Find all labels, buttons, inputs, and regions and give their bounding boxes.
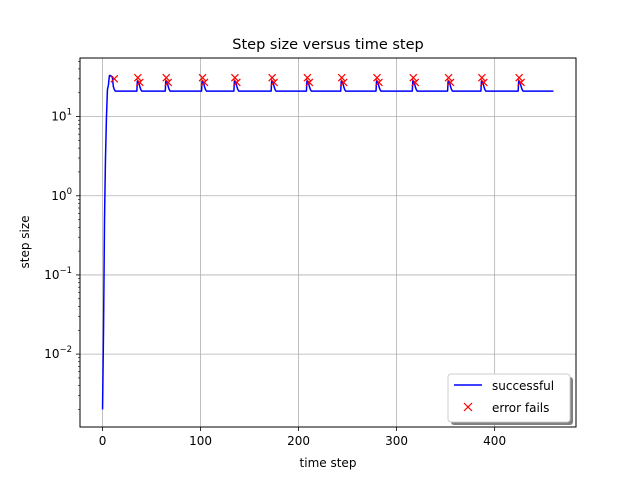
x-tick-label: 0 [99,434,107,448]
legend: successful error fails [447,373,573,425]
error-fail-marker [303,73,312,82]
y-tick-label: 10−1 [44,266,72,282]
error-fail-marker [477,73,486,82]
legend-box [447,373,571,423]
error-fail-marker [162,73,171,82]
y-axis: 10−2 10−1 100 101 [44,60,80,410]
error-fail-marker [268,73,277,82]
x-tick-label: 200 [287,434,310,448]
error-fail-marker [411,78,420,87]
x-tick-label: 300 [385,434,408,448]
error-fail-marker [135,78,144,87]
grid-lines [80,58,576,427]
plot-area [80,58,576,427]
plot-frame [79,57,577,428]
series-layer [101,73,554,410]
error-fail-marker [444,73,453,82]
error-fail-marker [200,78,209,87]
y-tick-label: 101 [51,108,72,124]
chart-title: Step size versus time step [232,37,423,53]
x-axis: 0 100 200 300 400 [99,427,506,448]
error-fail-marker [305,78,314,87]
error-fail-marker [517,78,526,87]
error-fail-marker [337,73,346,82]
error-fail-marker [198,73,207,82]
error-fail-marker [515,73,524,82]
y-tick-label: 100 [51,187,72,203]
series-successful-line [101,74,554,410]
error-fail-marker [409,73,418,82]
error-fail-marker [339,78,348,87]
legend-marker-error-fails [463,402,473,412]
error-fail-marker [446,78,455,87]
legend-label-error-fails: error fails [492,401,549,415]
x-tick-label: 400 [483,434,506,448]
error-fail-marker [230,73,239,82]
y-axis-label: step size [18,215,32,268]
error-fail-marker [270,78,279,87]
legend-label-successful: successful [492,379,554,393]
error-fail-marker [164,78,173,87]
error-fail-marker [375,78,383,87]
error-fail-marker [232,78,241,87]
y-tick-label: 10−2 [44,345,72,361]
error-fail-marker [373,73,381,82]
error-fail-marker [479,78,488,87]
error-fail-marker [110,74,119,83]
error-fail-marker [133,73,142,82]
x-tick-label: 100 [189,434,212,448]
x-axis-label: time step [300,456,357,470]
